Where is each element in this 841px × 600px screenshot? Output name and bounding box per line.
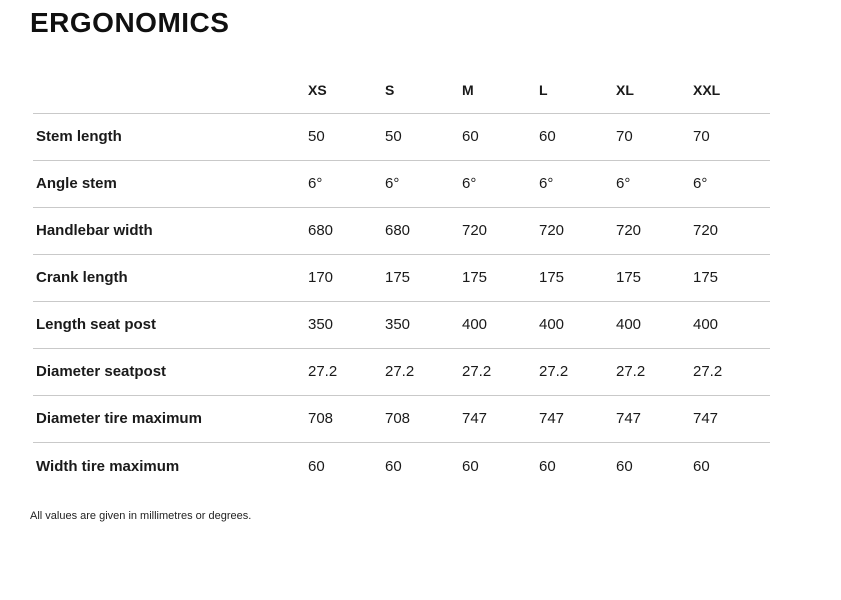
value-cell: 747 (462, 410, 488, 428)
value-cell: 60 (539, 457, 556, 475)
size-header-xs: XS (308, 81, 327, 98)
value-cell: 27.2 (693, 363, 723, 381)
table-row: Diameter tire maximum 708 708 747 747 747 747 (33, 396, 770, 443)
value-cell: 350 (385, 316, 411, 334)
row-label: Crank length (36, 269, 128, 287)
value-cell: 720 (539, 222, 565, 240)
value-cell: 27.2 (385, 363, 415, 381)
value-cell: 50 (385, 128, 402, 146)
table-row: Length seat post 350 350 400 400 400 400 (33, 302, 770, 349)
row-label: Length seat post (36, 316, 157, 334)
row-label: Angle stem (36, 175, 117, 193)
value-cell: 60 (385, 457, 402, 475)
row-label: Diameter tire maximum (36, 410, 202, 428)
value-cell: 60 (462, 457, 479, 475)
footnote: All values are given in millimetres or d… (30, 509, 252, 522)
value-cell: 175 (616, 269, 642, 287)
value-cell: 680 (308, 222, 334, 240)
value-cell: 175 (693, 269, 719, 287)
value-cell: 400 (539, 316, 565, 334)
table-row: Stem length 50 50 60 60 70 70 (33, 114, 770, 161)
value-cell: 6° (616, 175, 631, 193)
value-cell: 27.2 (616, 363, 646, 381)
value-cell: 720 (693, 222, 719, 240)
value-cell: 175 (385, 269, 411, 287)
value-cell: 720 (616, 222, 642, 240)
value-cell: 70 (616, 128, 633, 146)
row-label: Diameter seatpost (36, 363, 167, 381)
row-label: Width tire maximum (36, 457, 180, 475)
value-cell: 60 (693, 457, 710, 475)
value-cell: 60 (539, 128, 556, 146)
value-cell: 60 (616, 457, 633, 475)
value-cell: 6° (693, 175, 708, 193)
row-label: Handlebar width (36, 222, 153, 240)
value-cell: 747 (539, 410, 565, 428)
table-row: Handlebar width 680 680 720 720 720 720 (33, 208, 770, 255)
value-cell: 170 (308, 269, 334, 287)
value-cell: 27.2 (539, 363, 569, 381)
value-cell: 6° (385, 175, 400, 193)
value-cell: 27.2 (462, 363, 492, 381)
value-cell: 680 (385, 222, 411, 240)
table-row: Width tire maximum 60 60 60 60 60 60 (33, 443, 770, 490)
value-cell: 708 (308, 410, 334, 428)
value-cell: 60 (462, 128, 479, 146)
value-cell: 6° (462, 175, 477, 193)
size-header-l: L (539, 81, 548, 98)
size-header-xxl: XXL (693, 81, 721, 98)
size-header-s: S (385, 81, 395, 98)
value-cell: 6° (539, 175, 554, 193)
value-cell: 6° (308, 175, 323, 193)
row-label: Stem length (36, 128, 122, 146)
size-header-m: M (462, 81, 474, 98)
table-row: Diameter seatpost 27.2 27.2 27.2 27.2 27.2 27.… (33, 349, 770, 396)
value-cell: 747 (616, 410, 642, 428)
table-header-row: XS S M L XL XXL (33, 67, 770, 114)
value-cell: 747 (693, 410, 719, 428)
value-cell: 175 (539, 269, 565, 287)
value-cell: 27.2 (308, 363, 338, 381)
value-cell: 350 (308, 316, 334, 334)
value-cell: 70 (693, 128, 710, 146)
value-cell: 720 (462, 222, 488, 240)
page-title: ERGONOMICS (30, 7, 230, 38)
value-cell: 175 (462, 269, 488, 287)
value-cell: 400 (693, 316, 719, 334)
ergonomics-page: ERGONOMICS XS S M L XL XXL Stem length 50 50 60 6… (30, 7, 770, 522)
size-header-xl: XL (616, 81, 634, 98)
value-cell: 60 (308, 457, 325, 475)
value-cell: 708 (385, 410, 411, 428)
table-row: Crank length 170 175 175 175 175 175 (33, 255, 770, 302)
value-cell: 400 (616, 316, 642, 334)
value-cell: 400 (462, 316, 488, 334)
table-row: Angle stem 6° 6° 6° 6° 6° 6° (33, 161, 770, 208)
ergonomics-table: XS S M L XL XXL Stem length 50 50 60 60 70 70 Angle … (33, 67, 770, 490)
value-cell: 50 (308, 128, 325, 146)
